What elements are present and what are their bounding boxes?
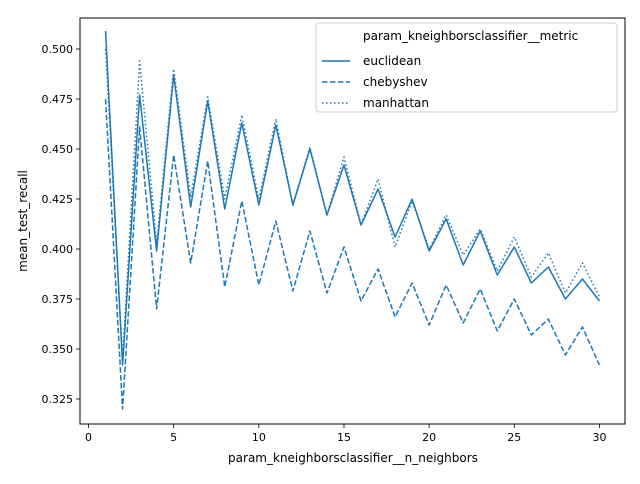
legend-label-chebyshev: chebyshev — [363, 75, 428, 89]
y-tick-label: 0.375 — [42, 293, 74, 306]
x-tick-label: 20 — [422, 431, 436, 444]
y-tick-label: 0.325 — [42, 393, 74, 406]
series-line-euclidean — [104, 30, 601, 366]
y-axis-ticks: 0.325 0.350 0.375 0.400 0.425 0.450 0.475 0.500 — [42, 43, 80, 406]
legend-frame — [315, 22, 618, 113]
x-axis-label: param_kneighborsclassifier__n_neighbors — [228, 451, 478, 465]
legend-title: param_kneighborsclassifier__metric — [363, 29, 578, 43]
legend-items: euclidean chebyshev manhattan — [322, 54, 429, 110]
y-tick-label: 0.475 — [42, 93, 74, 106]
x-tick-label: 10 — [252, 431, 266, 444]
x-tick-label: 15 — [337, 431, 351, 444]
y-tick-label: 0.425 — [42, 193, 74, 206]
y-tick-label: 0.450 — [42, 143, 74, 156]
series-line-manhattan — [104, 48, 601, 360]
y-tick-label: 0.350 — [42, 343, 74, 356]
x-tick-label: 0 — [85, 431, 92, 444]
y-tick-label: 0.500 — [42, 43, 74, 56]
legend: param_kneighborsclassifier__metric eucli… — [315, 22, 618, 113]
y-tick-label: 0.400 — [42, 243, 74, 256]
legend-label-euclidean: euclidean — [363, 54, 421, 68]
series-layer — [104, 30, 601, 410]
x-tick-label: 30 — [592, 431, 606, 444]
y-axis-label: mean_test_recall — [16, 170, 30, 272]
legend-label-manhattan: manhattan — [363, 96, 429, 110]
x-axis-ticks: 0 5 10 15 20 25 30 — [85, 424, 606, 444]
series-line-chebyshev — [104, 98, 601, 410]
x-tick-label: 25 — [507, 431, 521, 444]
x-tick-label: 5 — [170, 431, 177, 444]
plot-frame — [79, 17, 626, 425]
